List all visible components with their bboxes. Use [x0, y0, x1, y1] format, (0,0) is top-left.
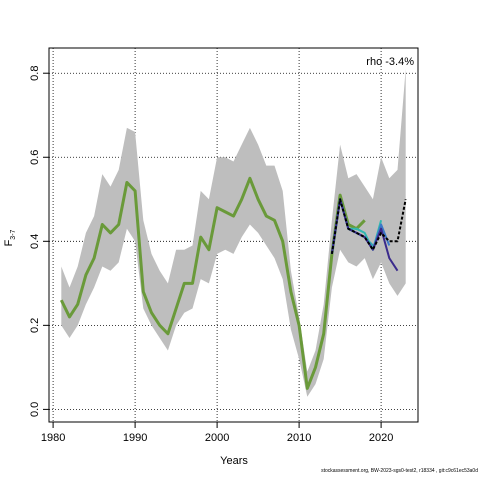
x-axis: 1980 1990 2000 2010 2020	[41, 422, 393, 444]
y-tick-label: 0.0	[29, 402, 41, 417]
x-tick-label: 2020	[369, 432, 393, 444]
x-tick-label: 1990	[123, 432, 147, 444]
y-tick-label: 0.8	[29, 66, 41, 81]
x-tick-label: 2000	[205, 432, 229, 444]
x-tick-label: 2010	[287, 432, 311, 444]
x-tick-label: 1980	[41, 432, 65, 444]
y-axis-label: F3-7	[3, 229, 17, 246]
series-line	[330, 198, 407, 255]
y-axis-label-group: F3-7	[3, 229, 17, 246]
series-line	[59, 176, 366, 390]
x-axis-label: Years	[220, 455, 248, 467]
plot-frame	[48, 47, 419, 423]
y-tick-label: 0.4	[29, 234, 41, 249]
footer-credit: stockassessment.org, BW-2023-sgs0-test2,…	[321, 468, 478, 474]
y-axis-label-sub: 3-7	[10, 229, 17, 239]
y-tick-label: 0.2	[29, 318, 41, 333]
y-axis: 0.0 0.2 0.4 0.6 0.8	[29, 66, 49, 417]
confidence-band	[61, 69, 406, 397]
confidence-band-area	[61, 69, 406, 397]
y-axis-label-main: F	[3, 239, 15, 246]
series-group	[59, 176, 407, 390]
rho-annotation: rho -3.4%	[366, 56, 414, 68]
y-tick-label: 0.6	[29, 150, 41, 165]
